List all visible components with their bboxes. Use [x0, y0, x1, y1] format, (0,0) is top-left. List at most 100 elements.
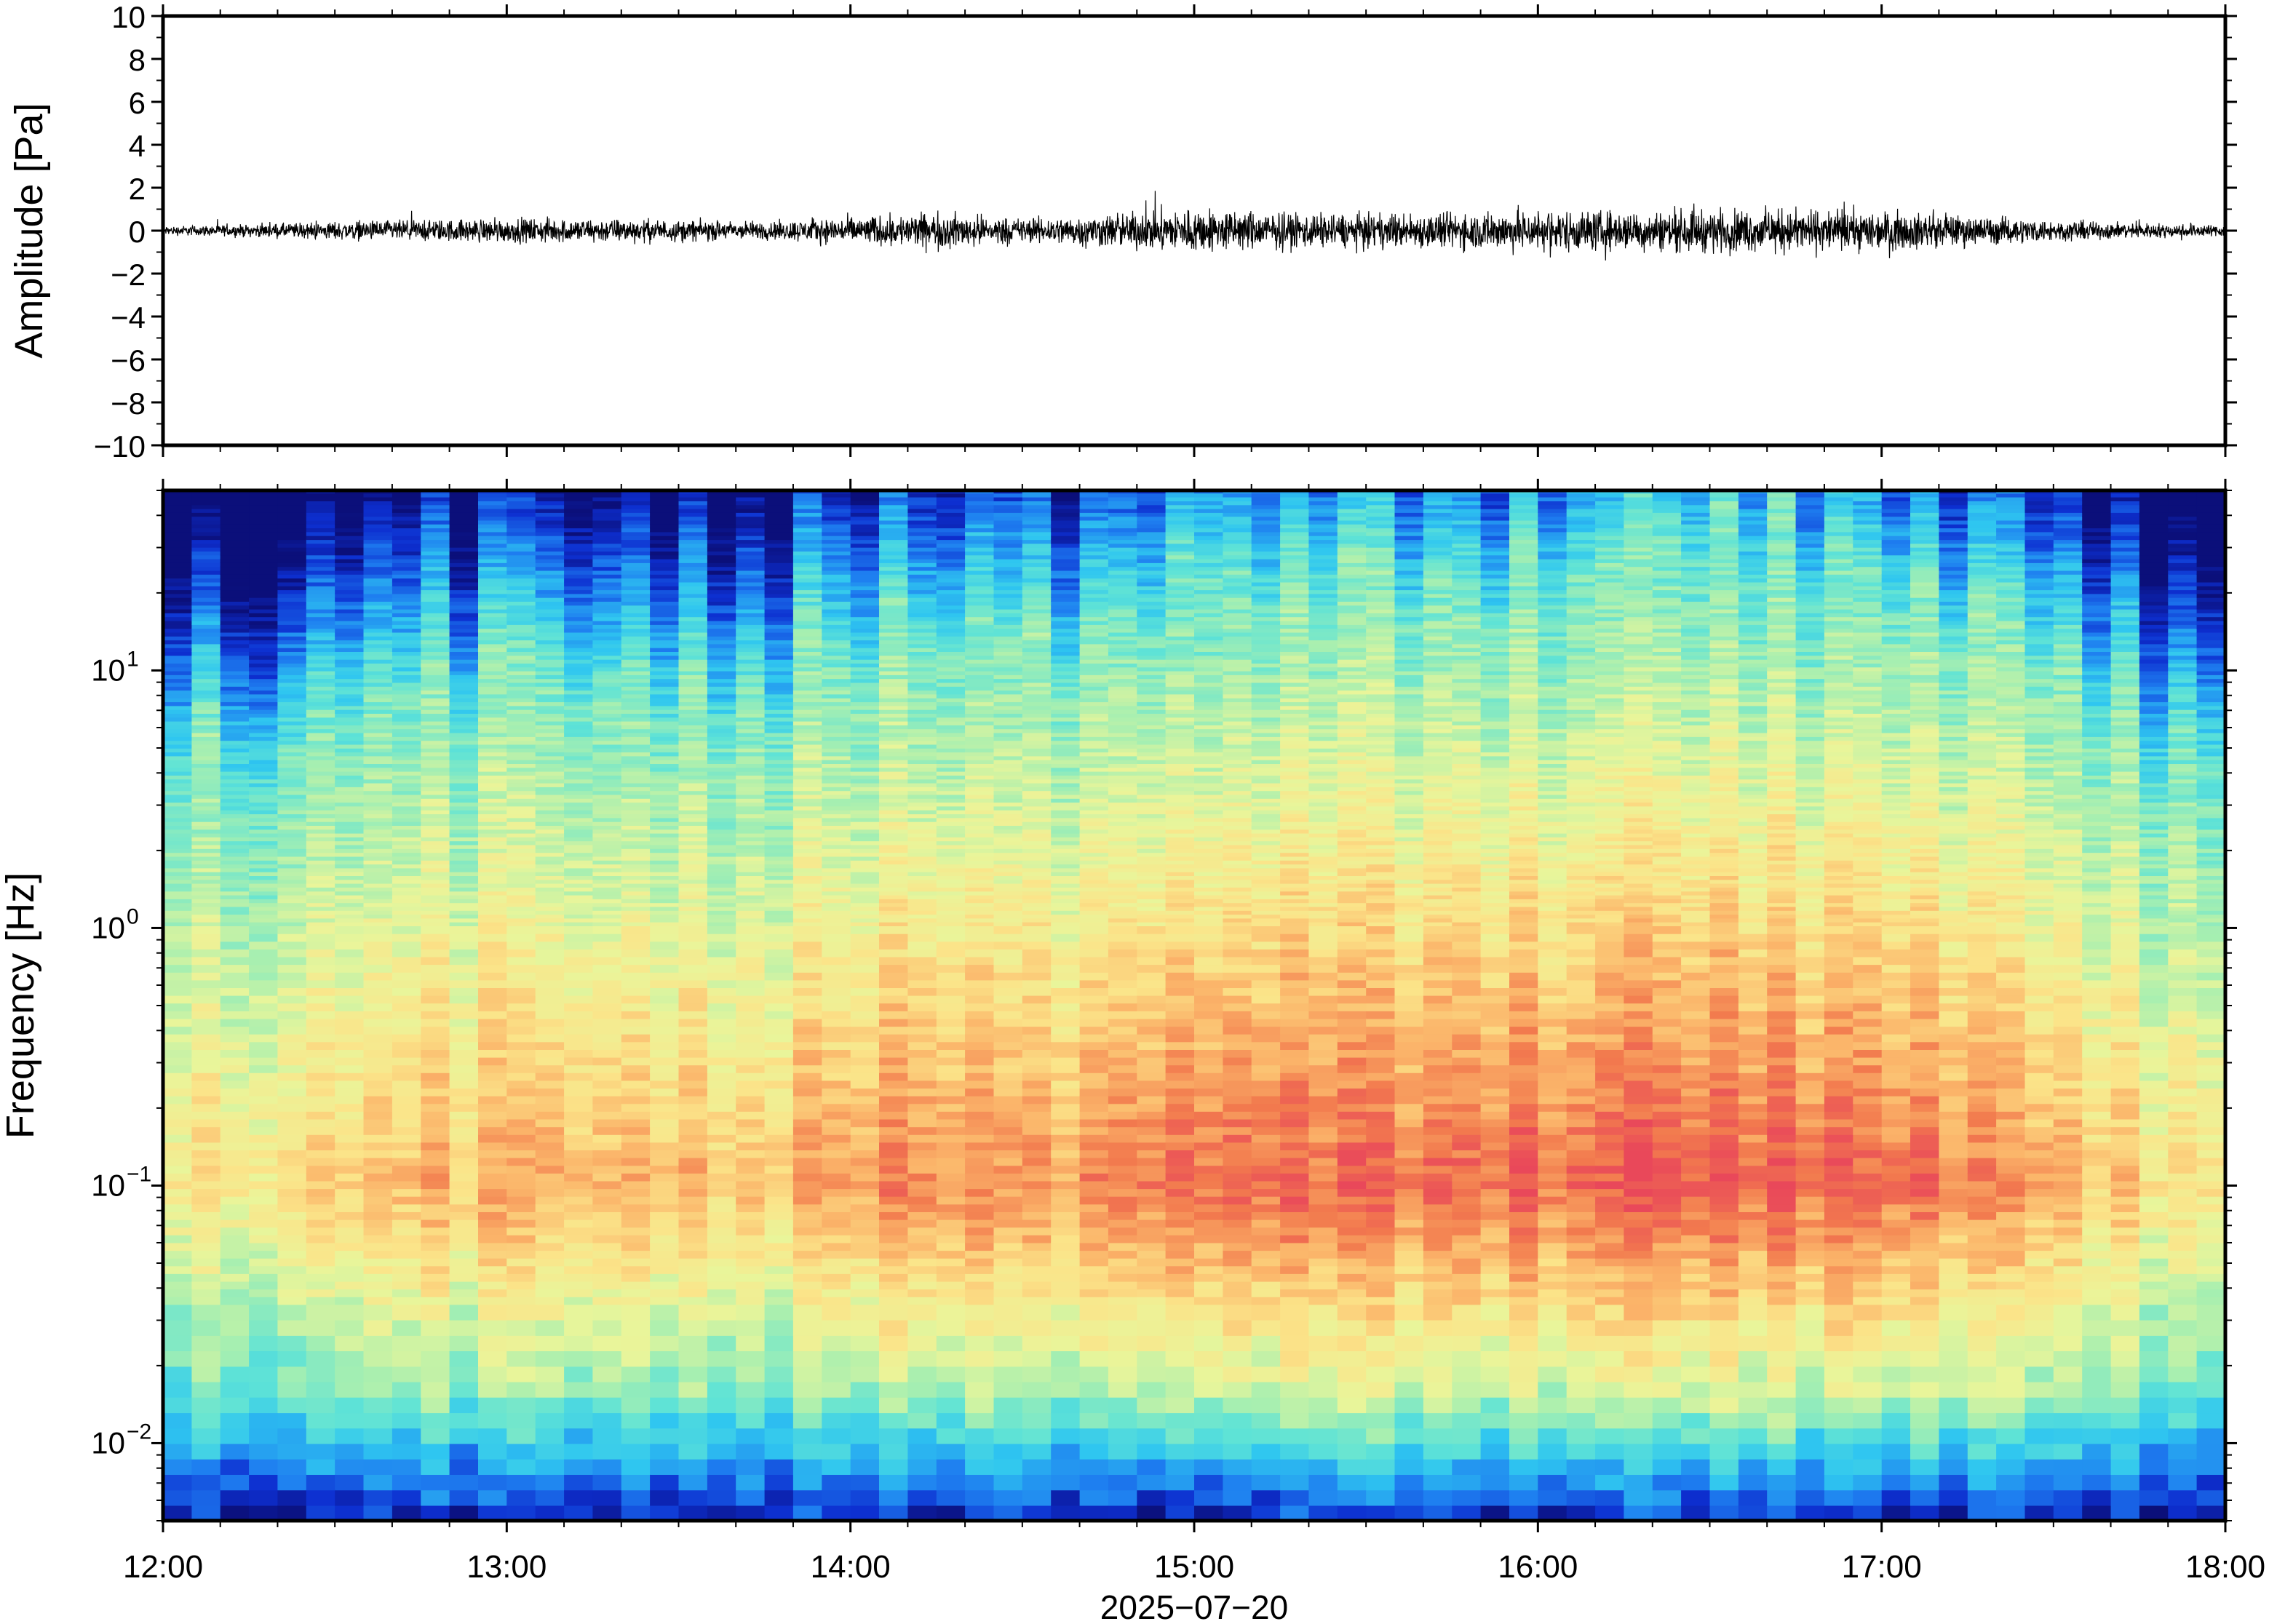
spectrogram-cell — [707, 894, 737, 899]
spectrogram-cell — [707, 1459, 737, 1475]
spectrogram-cell — [363, 813, 393, 819]
spectrogram-cell — [535, 628, 565, 633]
spectrogram-cell — [621, 640, 651, 645]
spectrogram-cell — [363, 1173, 393, 1182]
spectrogram-cell — [564, 608, 594, 613]
spectrogram-cell — [392, 844, 422, 849]
spectrogram-cell — [220, 562, 250, 568]
spectrogram-cell — [392, 805, 422, 811]
spectrogram-cell — [621, 1011, 651, 1019]
spectrogram-cell — [277, 701, 307, 706]
spectrogram-cell — [392, 902, 422, 907]
spectrogram-cell — [764, 1304, 794, 1321]
spectrogram-cell — [306, 813, 335, 819]
spectrogram-cell — [421, 1003, 450, 1011]
spectrogram-cell — [249, 759, 279, 764]
spectrogram-cell — [764, 524, 794, 529]
spectrogram-cell — [592, 640, 622, 645]
spectrogram-cell — [191, 682, 221, 687]
spectrogram-cell — [678, 539, 708, 544]
spectrogram-cell — [707, 1011, 737, 1019]
spectrogram-cell — [707, 643, 737, 648]
spectrogram-cell — [535, 871, 565, 876]
spectrogram-cell — [506, 516, 536, 521]
spectrogram-cell — [506, 1350, 536, 1367]
spectrogram-cell — [335, 586, 365, 591]
spectrogram-cell — [335, 1103, 365, 1112]
spectrogram-cell — [163, 763, 193, 768]
spectrogram-cell — [764, 574, 794, 579]
spectrogram-cell — [621, 728, 651, 733]
spectrogram-cell — [650, 1003, 680, 1011]
spectrogram-cell — [277, 899, 307, 904]
spectrogram-cell — [650, 628, 680, 633]
spectrogram-cell — [707, 832, 737, 837]
spectrogram-cell — [363, 1134, 393, 1143]
spectrogram-cell — [392, 531, 422, 536]
spectrogram-cell — [306, 933, 335, 942]
spectrogram-cell — [306, 531, 335, 536]
spectrogram-cell — [335, 682, 365, 687]
spectrogram-cell — [249, 666, 279, 672]
spectrogram-cell — [163, 817, 193, 822]
spectrogram-cell — [564, 763, 594, 768]
spectrogram-cell — [792, 759, 823, 764]
spectrogram-cell — [535, 1397, 565, 1414]
spectrogram-cell — [421, 1381, 450, 1398]
spectrogram-cell — [678, 524, 708, 529]
spectrogram-cell — [535, 755, 565, 760]
spectrogram-cell — [907, 589, 937, 594]
spectrogram-cell — [392, 713, 422, 718]
spectrogram-cell — [449, 744, 479, 749]
spectrogram-cell — [506, 528, 536, 533]
spectrogram-cell — [421, 1459, 450, 1475]
spectrogram-cell — [907, 1381, 937, 1398]
spectrogram-cell — [592, 902, 622, 907]
spectrogram-cell — [306, 613, 335, 618]
spectrogram-cell — [392, 1033, 422, 1043]
spectrogram-cell — [650, 1018, 680, 1027]
spectrogram-cell — [764, 1088, 794, 1096]
spectrogram-cell — [306, 1103, 335, 1112]
spectrogram-cell — [449, 782, 479, 787]
spectrogram-cell — [822, 581, 851, 586]
spectrogram-cell — [191, 1250, 221, 1259]
spectrogram-cell — [478, 1412, 508, 1429]
spectrogram-cell — [421, 1443, 450, 1460]
spectrogram-cell — [621, 1227, 651, 1235]
spectrogram-cell — [879, 720, 909, 725]
spectrogram-cell — [535, 562, 565, 568]
spectrogram-cell — [421, 1072, 450, 1081]
spectrogram-cell — [478, 995, 508, 1004]
spectrogram-cell — [678, 748, 708, 753]
spectrogram-cell — [392, 686, 422, 691]
spectrogram-cell — [363, 1273, 393, 1282]
spectrogram-cell — [822, 670, 851, 675]
spectrogram-cell — [506, 1064, 536, 1073]
spectrogram-cell — [363, 601, 393, 606]
spectrogram-cell — [621, 705, 651, 710]
spectrogram-cell — [249, 744, 279, 749]
spectrogram-cell — [850, 512, 880, 517]
spectrogram-cell — [535, 1281, 565, 1290]
spectrogram-cell — [478, 586, 508, 591]
spectrogram-cell — [879, 1381, 909, 1398]
spectrogram-cell — [191, 709, 221, 714]
spectrogram-cell — [907, 586, 937, 591]
spectrogram-cell — [792, 524, 823, 529]
spectrogram-cell — [335, 918, 365, 923]
spectrogram-cell — [277, 790, 307, 795]
spectrogram-cell — [736, 894, 766, 899]
spectrogram-cell — [335, 1049, 365, 1058]
spectrogram-cell — [650, 891, 680, 896]
spectrogram-cell — [764, 763, 794, 768]
spectrogram-cell — [535, 1304, 565, 1321]
spectrogram-cell — [506, 1088, 536, 1096]
spectrogram-cell — [249, 620, 279, 625]
spectrogram-cell — [535, 1265, 565, 1274]
spectrogram-cell — [621, 605, 651, 610]
spectrogram-cell — [506, 1095, 536, 1104]
spectrogram-cell — [850, 562, 880, 568]
spectrogram-cell — [220, 643, 250, 648]
spectrogram-cell — [535, 586, 565, 591]
